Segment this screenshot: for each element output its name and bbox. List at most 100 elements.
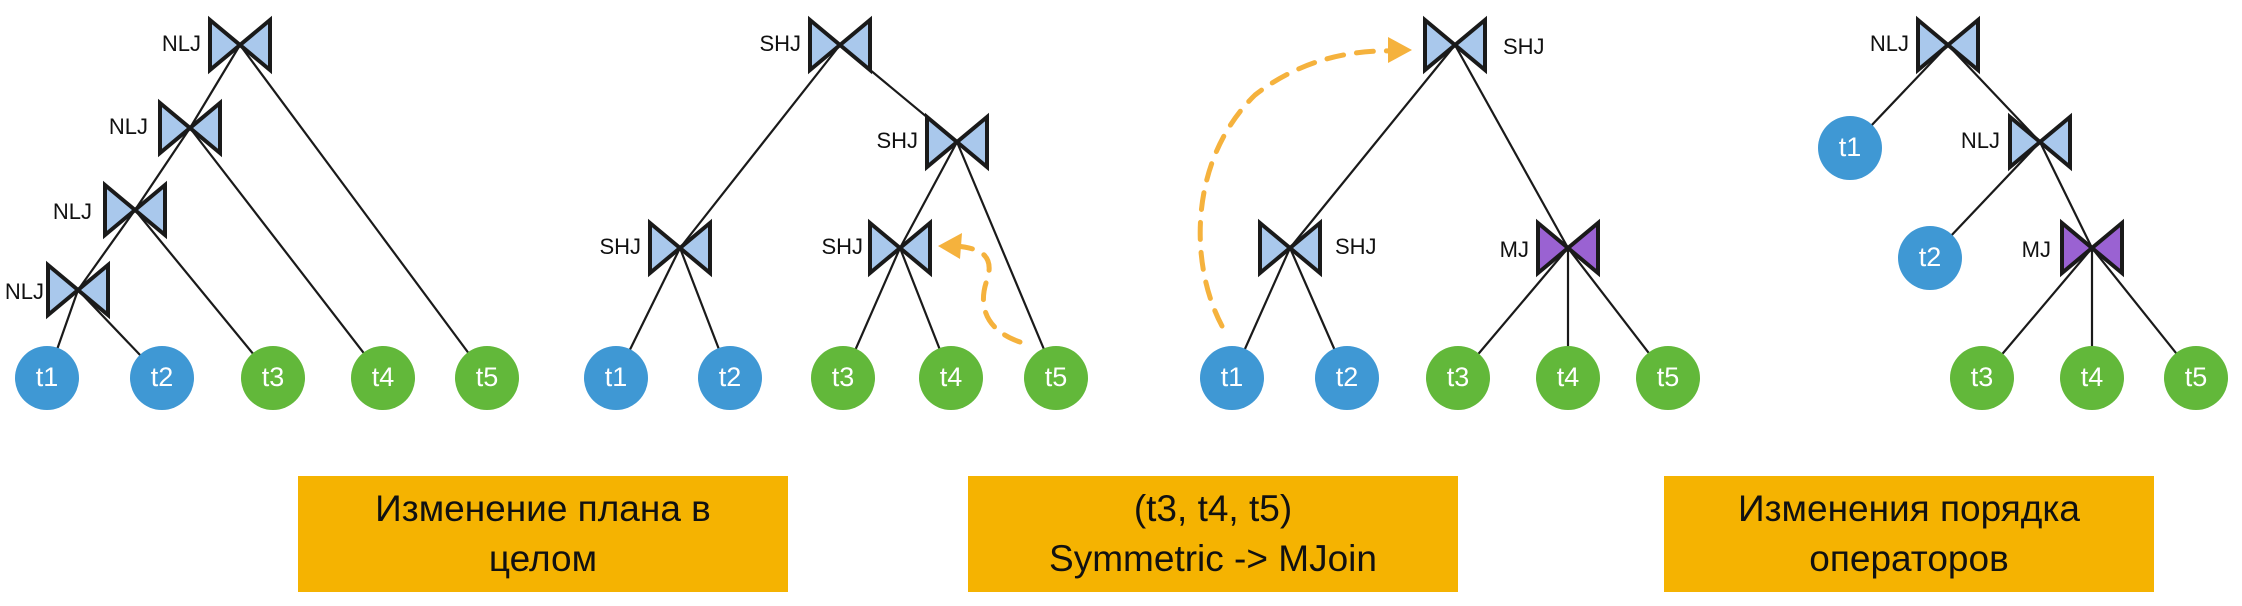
leaf-circle — [351, 346, 415, 410]
leaf-label: t4 — [940, 362, 963, 392]
leaf-label: t4 — [2081, 362, 2104, 392]
leaf-circle — [584, 346, 648, 410]
operator-label: SHJ — [821, 234, 863, 259]
tree-edge — [189, 44, 241, 129]
leaf-label: t3 — [1971, 362, 1994, 392]
caption-symmetric-to-mjoin: (t3, t4, t5) Symmetric -> MJoin — [968, 476, 1458, 592]
operator-label: NLJ — [5, 279, 44, 304]
operator-label: SHJ — [1503, 34, 1545, 59]
leaf-t2: t2 — [698, 346, 762, 410]
leaf-label: t3 — [262, 362, 285, 392]
leaf-label: t2 — [1919, 242, 1942, 272]
operator-label: NLJ — [1961, 128, 2000, 153]
leaf-label: t5 — [1657, 362, 1680, 392]
leaf-circle — [1898, 226, 1962, 290]
tree-edge — [1289, 44, 1456, 249]
leaf-label: t1 — [36, 362, 59, 392]
leaf-label: t2 — [1336, 362, 1359, 392]
leaf-circle — [2164, 346, 2228, 410]
operator-label: NLJ — [1870, 31, 1909, 56]
promote-arrow-icon — [1197, 37, 1412, 329]
leaf-label: t5 — [1045, 362, 1068, 392]
leaf-circle — [1200, 346, 1264, 410]
leaf-label: t3 — [832, 362, 855, 392]
leaf-circle — [1315, 346, 1379, 410]
leaf-circle — [455, 346, 519, 410]
operator-label: NLJ — [109, 114, 148, 139]
leaf-t4: t4 — [2060, 346, 2124, 410]
nlj-join-icon — [208, 15, 272, 75]
tree-edge — [134, 209, 274, 379]
leaf-circle — [241, 346, 305, 410]
leaf-circle — [130, 346, 194, 410]
nlj-join-icon — [1916, 15, 1980, 75]
leaf-t3: t3 — [811, 346, 875, 410]
operator-label: SHJ — [1335, 234, 1377, 259]
leaf-t1: t1 — [1200, 346, 1264, 410]
leaf-t5: t5 — [1636, 346, 1700, 410]
leaf-label: t4 — [372, 362, 395, 392]
leaf-t3: t3 — [241, 346, 305, 410]
leaf-label: t5 — [476, 362, 499, 392]
leaf-label: t1 — [605, 362, 628, 392]
tree-edge — [955, 141, 1058, 379]
shj-join-icon — [868, 218, 932, 278]
shj-join-icon — [1423, 15, 1487, 75]
tree-edge — [1947, 44, 2041, 143]
nlj-join-icon — [158, 98, 222, 158]
leaf-t5: t5 — [1024, 346, 1088, 410]
tree-edge — [2039, 141, 2093, 249]
shj-join-icon — [1258, 218, 1322, 278]
swap-arrow-icon — [938, 233, 1023, 345]
leaf-t1: t1 — [15, 346, 79, 410]
leaf-circle — [1024, 346, 1088, 410]
leaf-label: t1 — [1839, 132, 1862, 162]
caption-operator-order: Изменения порядка операторов — [1664, 476, 2154, 592]
leaf-label: t2 — [719, 362, 742, 392]
leaf-label: t4 — [1557, 362, 1580, 392]
leaf-circle — [1950, 346, 2014, 410]
operator-label: SHJ — [759, 31, 801, 56]
leaf-circle — [1536, 346, 1600, 410]
leaf-t1: t1 — [1818, 116, 1882, 180]
caption-plan-change: Изменение плана в целом — [298, 476, 788, 592]
operator-label: SHJ — [599, 234, 641, 259]
nlj-join-icon — [103, 180, 167, 240]
tree-edge — [134, 127, 191, 211]
operator-label: NLJ — [162, 31, 201, 56]
tree-edge — [679, 44, 841, 249]
mjoin-icon — [2060, 218, 2124, 278]
shj-join-icon — [925, 112, 989, 172]
nlj-join-icon — [46, 260, 110, 320]
tree-edge — [239, 44, 488, 379]
leaf-label: t5 — [2185, 362, 2208, 392]
leaf-t3: t3 — [1426, 346, 1490, 410]
leaf-circle — [1636, 346, 1700, 410]
nlj-join-icon — [2008, 112, 2072, 172]
caption-plan-change-text: Изменение плана в целом — [375, 488, 711, 579]
leaf-t1: t1 — [584, 346, 648, 410]
leaf-t5: t5 — [455, 346, 519, 410]
leaf-t5: t5 — [2164, 346, 2228, 410]
leaf-t4: t4 — [919, 346, 983, 410]
shj-join-icon — [808, 15, 872, 75]
operator-label: MJ — [1500, 237, 1529, 262]
operator-label: MJ — [2022, 237, 2051, 262]
caption-symmetric-to-mjoin-text: (t3, t4, t5) Symmetric -> MJoin — [1049, 488, 1377, 579]
operator-label: NLJ — [53, 199, 92, 224]
leaf-t2: t2 — [1315, 346, 1379, 410]
leaf-circle — [811, 346, 875, 410]
operator-label: SHJ — [876, 128, 918, 153]
leaf-circle — [919, 346, 983, 410]
leaf-circle — [698, 346, 762, 410]
leaf-label: t3 — [1447, 362, 1470, 392]
leaf-circle — [1426, 346, 1490, 410]
tree-edge — [77, 209, 136, 291]
leaf-t4: t4 — [1536, 346, 1600, 410]
caption-operator-order-text: Изменения порядка операторов — [1738, 488, 2080, 579]
leaf-t2: t2 — [1898, 226, 1962, 290]
leaf-t3: t3 — [1950, 346, 2014, 410]
leaf-circle — [1818, 116, 1882, 180]
leaf-t2: t2 — [130, 346, 194, 410]
